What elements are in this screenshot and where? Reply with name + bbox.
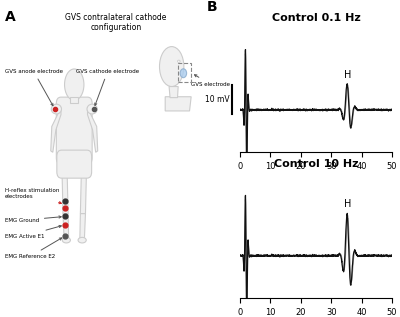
Title: Control 0.1 Hz: Control 0.1 Hz <box>272 13 360 23</box>
Text: H-reflex stimulation
electrodes: H-reflex stimulation electrodes <box>5 188 61 204</box>
Text: GVS anode electrode: GVS anode electrode <box>5 69 63 106</box>
Text: H: H <box>344 199 351 209</box>
Ellipse shape <box>78 237 86 243</box>
Polygon shape <box>51 108 61 152</box>
Polygon shape <box>169 87 178 98</box>
Text: 10 mV: 10 mV <box>205 95 230 104</box>
Bar <box>178 63 191 82</box>
Polygon shape <box>63 214 69 238</box>
Ellipse shape <box>160 47 184 87</box>
Polygon shape <box>88 108 98 152</box>
Text: H: H <box>344 69 351 80</box>
X-axis label: ms: ms <box>309 177 323 186</box>
Ellipse shape <box>51 104 62 114</box>
Polygon shape <box>70 97 78 103</box>
Ellipse shape <box>62 237 70 243</box>
Circle shape <box>180 69 187 78</box>
Text: GVS electrode: GVS electrode <box>191 75 230 87</box>
Text: GVS contralateral cathode
configuration: GVS contralateral cathode configuration <box>65 13 167 32</box>
Ellipse shape <box>178 60 180 62</box>
Ellipse shape <box>87 104 97 114</box>
FancyBboxPatch shape <box>57 150 92 178</box>
Polygon shape <box>165 97 191 111</box>
FancyBboxPatch shape <box>56 97 92 164</box>
Polygon shape <box>80 214 86 238</box>
Ellipse shape <box>64 69 84 100</box>
Text: EMG Reference E2: EMG Reference E2 <box>5 238 62 259</box>
Polygon shape <box>80 171 86 214</box>
Polygon shape <box>62 171 68 214</box>
Text: A: A <box>5 10 15 23</box>
Text: B: B <box>206 0 217 14</box>
Text: EMG Ground: EMG Ground <box>5 216 61 223</box>
Text: EMG Active E1: EMG Active E1 <box>5 225 61 239</box>
Title: Control 10 Hz: Control 10 Hz <box>274 159 358 169</box>
Text: GVS cathode electrode: GVS cathode electrode <box>76 69 139 106</box>
